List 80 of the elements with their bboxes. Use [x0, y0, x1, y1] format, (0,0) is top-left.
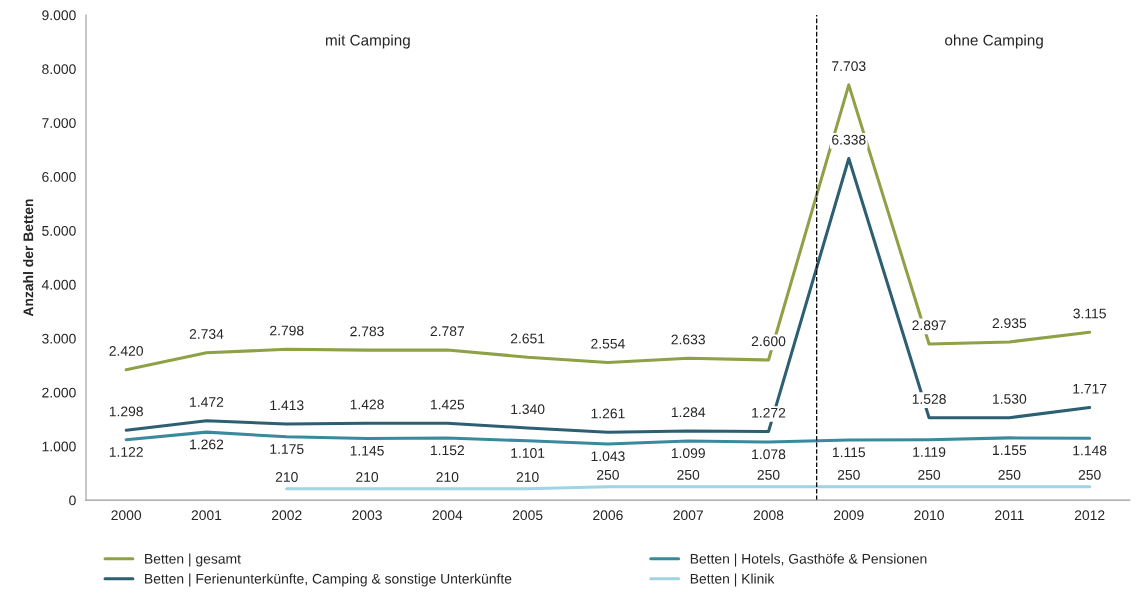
x-tick-label: 2009	[834, 510, 864, 521]
data-label: 1.078	[752, 449, 786, 460]
data-label: 6.338	[832, 134, 866, 145]
data-label: 2.420	[109, 346, 144, 356]
y-axis-title: Anzahl der Betten	[23, 199, 34, 317]
data-label: 1.148	[1073, 445, 1107, 456]
data-label: 210	[275, 472, 298, 482]
data-label: 250	[837, 469, 860, 480]
data-label: 1.425	[431, 399, 465, 410]
data-label: 1.272	[752, 407, 786, 418]
data-label: 210	[516, 472, 539, 482]
x-tick-label: 2000	[111, 510, 142, 521]
data-label: 1.152	[431, 445, 465, 456]
y-tick-label: 8.000	[42, 64, 76, 75]
y-tick-label: 2.000	[42, 387, 76, 398]
data-label: 1.155	[993, 445, 1027, 456]
data-label: 1.340	[511, 404, 545, 415]
data-label: 2.798	[270, 325, 304, 336]
data-label: 2.897	[912, 320, 946, 331]
data-label: 2.783	[350, 326, 384, 337]
data-label: 2.787	[430, 326, 465, 337]
y-tick-label: 3.000	[42, 333, 76, 344]
data-label: 3.115	[1073, 308, 1106, 319]
data-label: 210	[356, 472, 379, 482]
data-label: 1.717	[1073, 384, 1107, 394]
legend-label: Betten | Ferienunterkünfte, Camping & sonstige Unterkünfte	[145, 573, 512, 587]
data-label: 1.119	[913, 447, 946, 457]
data-label: 1.528	[912, 394, 946, 404]
data-label: 1.284	[671, 407, 706, 418]
data-label: 1.472	[190, 397, 224, 407]
data-label: 250	[677, 469, 700, 480]
data-label: 1.099	[671, 448, 705, 459]
data-label: 1.145	[350, 445, 384, 456]
y-tick-label: 1.000	[42, 441, 76, 452]
data-label: 1.122	[109, 446, 143, 457]
data-label: 250	[597, 469, 619, 480]
y-tick-label: 0	[69, 495, 76, 506]
data-label: 1.043	[591, 451, 625, 462]
y-tick-label: 9.000	[42, 10, 76, 21]
x-tick-label: 2003	[352, 510, 382, 521]
data-label: 1.175	[270, 444, 304, 454]
x-tick-label: 2001	[191, 510, 222, 521]
x-tick-label: 2008	[753, 510, 784, 521]
data-label: 250	[1078, 469, 1101, 480]
legend-label: Betten | Hotels, Gasthöfe & Pensionen	[690, 553, 927, 567]
data-label: 2.600	[751, 336, 786, 347]
y-tick-label: 4.000	[41, 279, 76, 290]
y-tick-label: 7.000	[42, 118, 76, 128]
x-tick-label: 2002	[272, 510, 302, 521]
data-label: 2.554	[591, 338, 625, 349]
data-label: 1.261	[591, 408, 625, 419]
data-label: 2.651	[510, 333, 545, 344]
annotation: mit Camping	[325, 34, 410, 49]
data-label: 1.262	[190, 439, 224, 450]
legend-label: Betten | gesamt	[145, 553, 241, 567]
x-tick-label: 2012	[1074, 510, 1105, 521]
data-label: 7.703	[832, 61, 866, 72]
data-label: 1.115	[832, 447, 866, 458]
data-label: 2.935	[992, 318, 1027, 329]
x-tick-label: 2010	[914, 510, 944, 521]
data-label: 250	[998, 469, 1021, 480]
data-label: 1.530	[993, 393, 1027, 404]
annotation: ohne Camping	[945, 34, 1043, 49]
y-tick-label: 6.000	[42, 172, 76, 182]
x-tick-label: 2005	[512, 510, 543, 521]
data-label: 250	[918, 469, 941, 480]
data-label: 1.298	[109, 406, 143, 417]
x-tick-label: 2007	[673, 510, 703, 521]
legend-label: Betten | Klinik	[690, 573, 775, 587]
data-label: 250	[757, 469, 780, 480]
data-label: 1.101	[511, 448, 545, 458]
data-label: 1.413	[270, 400, 304, 411]
x-tick-label: 2011	[995, 510, 1024, 521]
x-tick-label: 2004	[432, 510, 463, 521]
x-tick-label: 2006	[593, 510, 623, 521]
y-tick-label: 5.000	[42, 225, 76, 236]
data-label: 2.734	[189, 329, 224, 339]
data-label: 210	[436, 472, 459, 482]
data-label: 1.428	[350, 399, 384, 410]
data-label: 2.633	[671, 334, 705, 345]
